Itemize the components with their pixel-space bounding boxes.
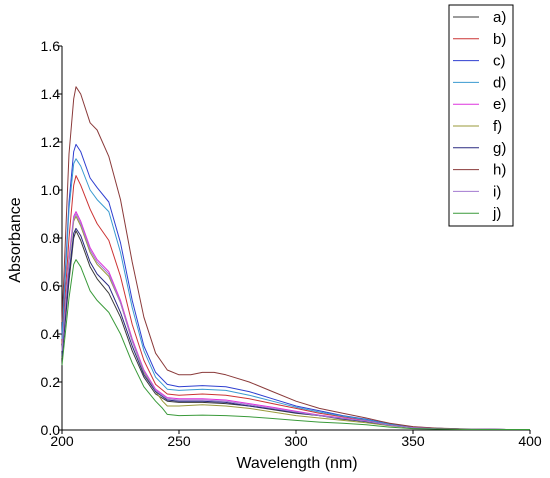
x-axis-title: Wavelength (nm) [236,455,357,472]
series-line-5 [61,211,530,430]
legend-label-9: i) [493,183,501,200]
legend-label-2: b) [493,31,506,48]
y-tick-label: 0.6 [41,278,61,294]
legend: a) b) c) d) e) f) g) h) i) j) [448,4,514,227]
x-tick-label: 400 [518,433,542,449]
y-tick-label: 0.8 [41,230,61,246]
legend-label-1: a) [493,9,506,26]
series-layer [61,86,530,430]
series-line-10 [61,259,530,430]
y-tick-label: 1.6 [41,38,61,54]
y-tick-label: 1.2 [41,134,61,150]
legend-label-3: c) [493,53,506,70]
y-tick-label: 0.2 [41,374,61,390]
legend-label-10: j) [492,205,501,222]
series-line-9 [61,213,530,430]
legend-box [448,4,514,227]
legend-label-6: f) [493,118,502,135]
series-line-7 [61,227,530,430]
series-line-8 [61,86,530,430]
legend-label-4: d) [493,74,506,91]
y-axis-title: Absorbance [7,197,24,282]
x-tick-label: 350 [401,433,425,449]
x-tick-label: 200 [50,433,74,449]
axes-layer: 200 250 300 350 400 0.0 0.2 0.4 0.6 0.8 1.0 1.2 1.4 1… [41,38,542,449]
legend-label-8: h) [493,162,506,179]
y-tick-label: 1.0 [41,182,61,198]
y-tick-label: 0.0 [41,422,61,438]
y-tick-label: 1.4 [41,86,61,102]
x-tick-label: 300 [284,433,308,449]
legend-label-5: e) [493,96,506,113]
legend-label-7: g) [493,140,506,157]
y-tick-label: 0.4 [41,326,61,342]
x-tick-label: 250 [167,433,191,449]
